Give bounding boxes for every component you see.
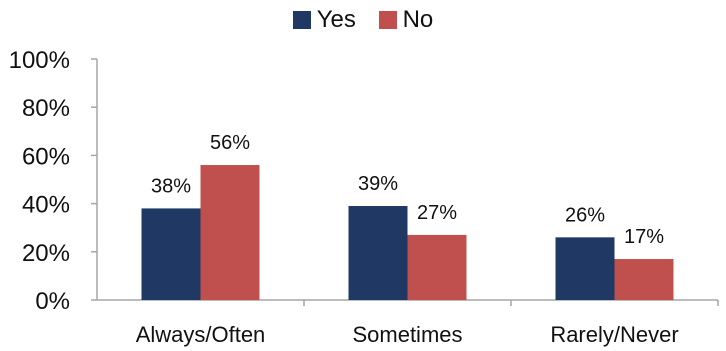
legend: Yes No	[0, 6, 726, 36]
data-label-no-1: 27%	[417, 202, 457, 224]
legend-swatch-yes	[292, 11, 311, 29]
bar-no-1	[407, 234, 467, 300]
data-label-no-2: 17%	[624, 226, 664, 248]
data-label-yes-2: 26%	[565, 204, 605, 226]
bar-no-0	[200, 165, 260, 300]
bar-yes-0	[141, 208, 201, 300]
bar-no-2	[614, 259, 674, 300]
legend-label-no: No	[402, 6, 434, 33]
legend-item-no: No	[378, 6, 434, 34]
y-tick-label: 80%	[22, 95, 70, 122]
data-label-no-0: 56%	[210, 132, 250, 154]
legend-swatch-no	[378, 11, 397, 29]
y-tick-label: 20%	[22, 240, 70, 267]
bar-yes-2	[555, 237, 615, 300]
y-tick-label: 40%	[22, 192, 70, 219]
legend-item-yes: Yes	[292, 6, 356, 34]
y-tick-label: 100%	[9, 47, 70, 74]
y-tick-label: 0%	[35, 288, 70, 315]
x-category-label: Always/Often	[136, 322, 266, 347]
legend-label-yes: Yes	[316, 6, 356, 33]
data-label-yes-1: 39%	[358, 173, 398, 195]
x-category-label: Rarely/Never	[550, 322, 678, 347]
x-category-label: Sometimes	[352, 322, 462, 347]
y-tick-label: 60%	[22, 143, 70, 170]
bar-yes-1	[348, 206, 408, 300]
data-label-yes-0: 38%	[151, 175, 191, 197]
